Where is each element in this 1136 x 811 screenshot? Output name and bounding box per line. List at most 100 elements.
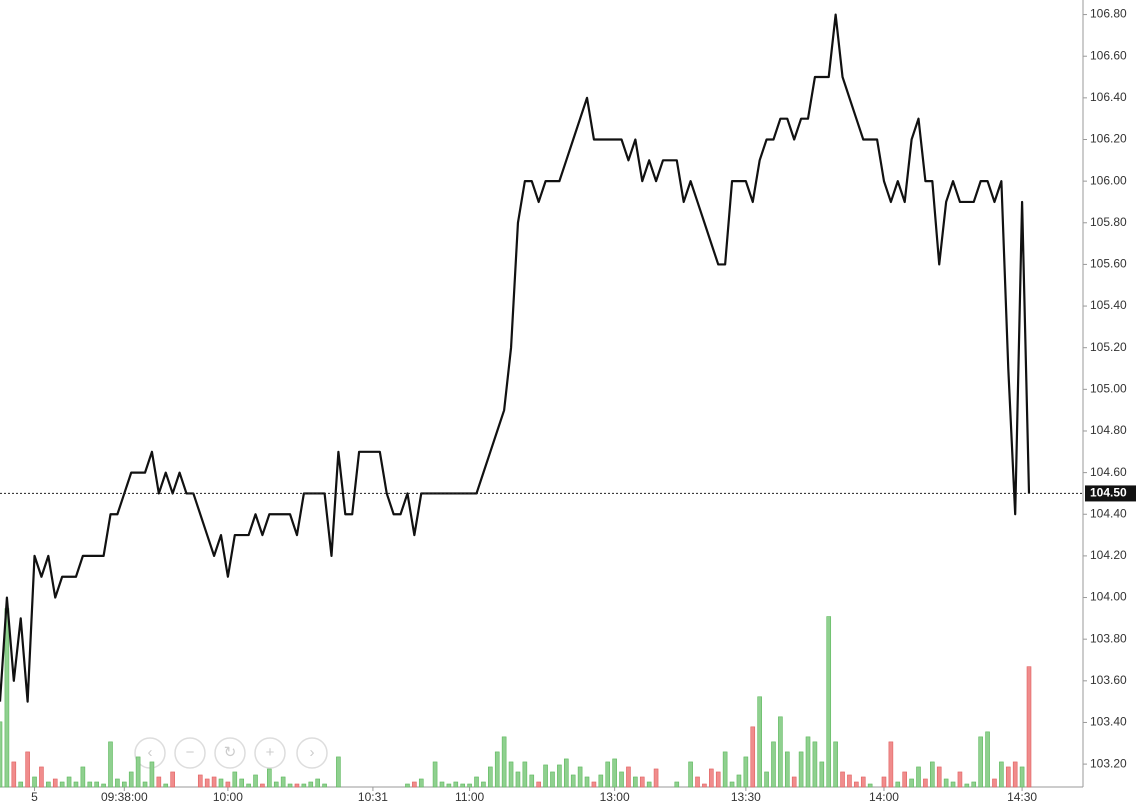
volume-bar [405, 783, 410, 788]
volume-bar [59, 781, 65, 788]
volume-bar [584, 776, 590, 788]
volume-bar [508, 761, 514, 788]
volume-bar [211, 776, 217, 788]
volume-bar [964, 783, 970, 788]
y-tick-label: 104.00 [1090, 590, 1127, 604]
volume-bar [122, 781, 127, 788]
volume-bar [563, 758, 569, 788]
volume-bar [598, 774, 604, 788]
volume-bar [957, 771, 963, 788]
volume-bar [432, 761, 438, 788]
volume-bar [80, 766, 86, 788]
volume-bar [688, 761, 693, 788]
volume-bar [39, 766, 44, 788]
volume-bar [73, 781, 79, 788]
volume-bar [867, 783, 873, 788]
volume-bar [446, 783, 452, 788]
scroll-right[interactable]: › [296, 737, 328, 769]
volume-bar [653, 768, 659, 788]
volume-bar [4, 608, 10, 788]
zoom-out[interactable]: − [174, 737, 206, 769]
volume-bar [847, 774, 852, 788]
volume-bar [170, 771, 175, 788]
volume-bar [108, 741, 113, 788]
volume-bar [812, 741, 818, 788]
volume-bar [626, 766, 631, 788]
svg-text:‹: ‹ [148, 744, 153, 761]
x-tick-label: 11:00 [455, 790, 484, 804]
price-line [0, 13, 1031, 703]
volume-bar [881, 776, 887, 788]
scroll-left[interactable]: ‹ [134, 737, 166, 769]
volume-bar [778, 716, 783, 788]
volume-bar [128, 771, 134, 788]
volume-bar [612, 758, 617, 788]
volume-bar [840, 771, 845, 788]
volume-bar [591, 781, 597, 788]
volume-bar [32, 776, 37, 788]
volume-bar [971, 781, 977, 788]
volume-bar [999, 761, 1004, 788]
volume-bar [18, 781, 24, 788]
volume-bar [115, 778, 120, 788]
volume-bar [729, 781, 735, 788]
y-tick-label: 105.60 [1090, 257, 1127, 271]
volume-bar [412, 781, 417, 788]
volume-bar [930, 761, 935, 788]
volume-bar [101, 783, 106, 788]
volume-bar [280, 776, 286, 788]
volume-bar [702, 783, 707, 788]
y-tick-label: 105.40 [1090, 298, 1127, 312]
volume-bar [923, 778, 928, 788]
y-tick-label: 106.00 [1090, 173, 1127, 187]
y-tick-label: 104.20 [1090, 548, 1127, 562]
x-tick-label: 09:38:00 [101, 790, 148, 804]
svg-text:+: + [266, 744, 275, 761]
volume-bar [66, 776, 72, 788]
volume-bar [488, 766, 493, 788]
volume-bar [888, 741, 894, 788]
volume-bar [936, 766, 942, 788]
volume-bar [301, 783, 307, 788]
volume-bar [854, 781, 859, 788]
reset[interactable]: ↻ [214, 737, 246, 769]
y-tick-label: 103.20 [1090, 756, 1127, 770]
y-tick-label: 103.40 [1090, 715, 1127, 729]
volume-bar [246, 783, 251, 788]
volume-bar [543, 764, 548, 788]
volume-bar [550, 771, 555, 788]
volume-bar [833, 741, 838, 788]
volume-bar [315, 778, 320, 788]
volume-bar [1005, 766, 1011, 788]
volume-bar [909, 778, 914, 788]
volume-bar [646, 781, 652, 788]
volume-bar [715, 771, 721, 788]
volume-bar [467, 783, 472, 788]
volume-bar [750, 726, 756, 788]
x-tick-label: 5 [31, 790, 38, 804]
volume-bar [605, 761, 611, 788]
volume-bar [481, 781, 486, 788]
volume-bar [273, 781, 279, 788]
volume-bar [308, 781, 314, 788]
volume-bar [232, 771, 238, 788]
volume-bar [1019, 766, 1025, 788]
x-tick-label: 13:30 [731, 790, 761, 804]
volume-bar [570, 774, 576, 788]
volume-bar [916, 766, 921, 788]
volume-bar [239, 778, 245, 788]
volume-bar [736, 774, 742, 788]
volume-bar [267, 768, 272, 788]
volume-bar [860, 776, 866, 788]
volume-bar [135, 756, 141, 788]
volume-bar [819, 761, 825, 788]
volume-bar [418, 778, 424, 788]
svg-text:−: − [186, 744, 195, 761]
zoom-in[interactable]: + [254, 737, 286, 769]
volume-bar [798, 751, 804, 788]
volume-bar [722, 751, 728, 788]
volume-bar [11, 761, 17, 788]
volume-bar [501, 736, 507, 788]
x-tick-label: 13:00 [600, 790, 630, 804]
